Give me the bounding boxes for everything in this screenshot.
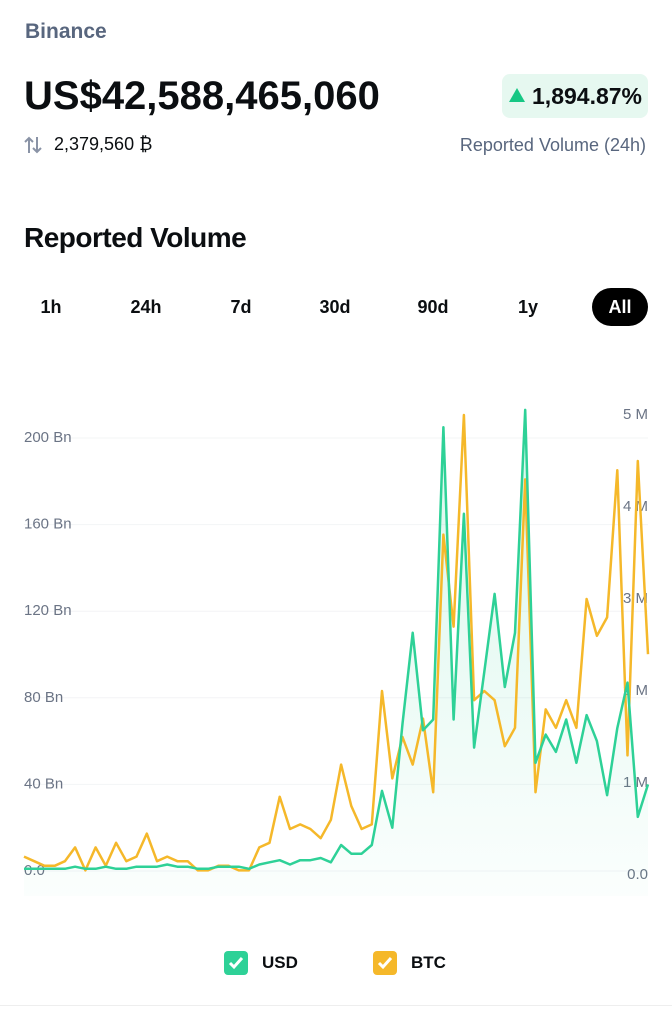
y2-tick-label: 5 M [623,406,648,423]
y-tick-label: 40 Bn [24,775,63,792]
check-icon [377,957,393,970]
change-badge: 1,894.87% [502,74,648,118]
time-tab[interactable]: All [592,288,648,326]
area [24,409,648,896]
exchange-name: Binance [25,20,107,43]
legend-checkbox[interactable] [373,951,397,975]
swap-icon [24,136,42,154]
volume-label: Reported Volume (24h) [459,135,646,155]
legend-checkbox[interactable] [224,951,248,975]
y-tick-label: 200 Bn [24,429,72,446]
legend-label: USD [262,953,298,972]
time-tab[interactable]: 1y [517,297,539,317]
time-tab[interactable]: 7d [230,297,252,317]
y-tick-label: 80 Bn [24,689,63,706]
check-icon [228,957,244,970]
section-title: Reported Volume [24,222,247,253]
y2-tick-label: 3 M [623,590,648,607]
line [24,408,650,871]
y-tick-label: 160 Bn [24,516,72,533]
change: 1,894.87% [532,83,642,109]
line [23,413,650,872]
time-tab[interactable]: 30d [319,297,351,317]
time-tab[interactable]: 1h [40,297,62,317]
btc-volume: 2,379,560 ₿ [54,134,153,154]
volume: US$42,588,465,060 [24,74,380,118]
y-tick-label: 120 Bn [24,602,72,619]
time-tab[interactable]: 90d [417,297,449,317]
legend-label: BTC [411,953,446,972]
up-arrow [509,88,526,102]
divider [0,1005,672,1006]
time-tab[interactable]: 24h [130,297,162,317]
